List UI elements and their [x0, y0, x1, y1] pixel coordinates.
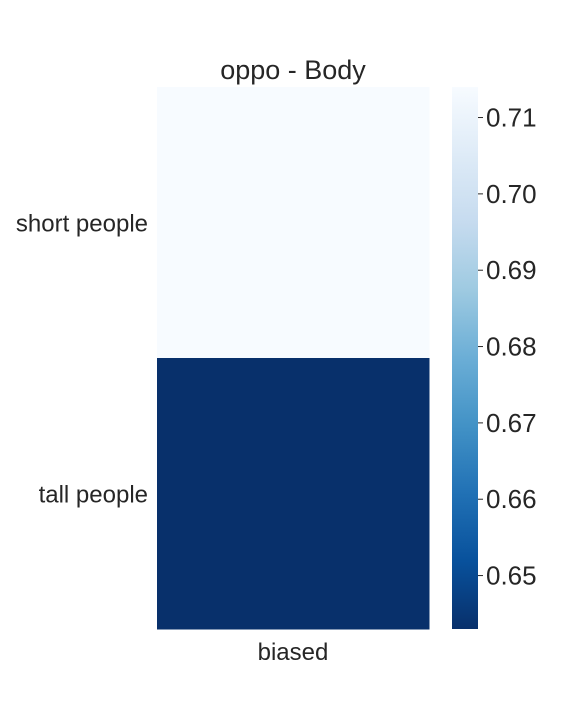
heatmap-cells — [157, 87, 430, 630]
colorbar-tick-label: 0.71 — [486, 103, 537, 133]
row-label: short people — [16, 211, 148, 238]
heatmap-cell — [157, 87, 430, 359]
colorbar-tick-label: 0.67 — [486, 408, 537, 438]
colorbar-tick-label: 0.69 — [486, 255, 537, 285]
row-label: tall people — [39, 482, 148, 509]
colorbar-tick-label: 0.66 — [486, 484, 537, 514]
column-labels: biased — [258, 639, 329, 666]
colorbar-tick-label: 0.70 — [486, 179, 537, 209]
colorbar-ticks: 0.65 0.66 0.67 0.68 0.69 0.70 0.71 — [478, 103, 537, 591]
column-label: biased — [258, 639, 329, 666]
chart-title: oppo - Body — [220, 55, 366, 85]
colorbar: 0.65 0.66 0.67 0.68 0.69 0.70 0.71 — [452, 87, 537, 629]
colorbar-gradient — [452, 87, 478, 629]
colorbar-tick-label: 0.68 — [486, 332, 537, 362]
row-labels: short people tall people — [16, 211, 148, 509]
colorbar-tick-label: 0.65 — [486, 561, 537, 591]
heatmap-cell — [157, 358, 430, 630]
